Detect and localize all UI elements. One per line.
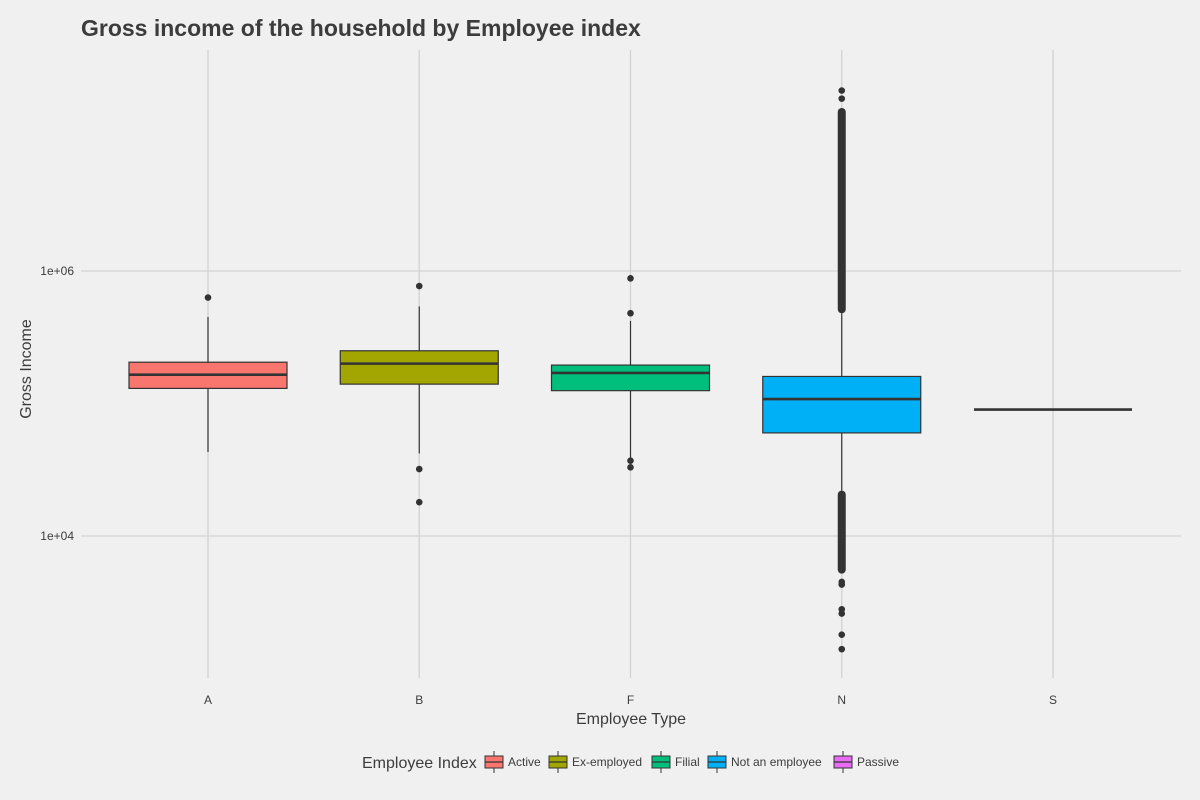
outlier-point bbox=[627, 463, 634, 471]
legend-item-ex-employed: Ex-employed bbox=[548, 751, 642, 773]
box bbox=[762, 375, 922, 434]
outlier-band bbox=[837, 490, 846, 574]
x-axis-title: Employee Type bbox=[576, 711, 686, 728]
outlier-point bbox=[627, 309, 634, 317]
y-tick-label: 1e+06 bbox=[40, 264, 74, 278]
legend-item-passive: Passive bbox=[833, 751, 899, 773]
legend-label: Ex-employed bbox=[572, 755, 642, 769]
outlier-point bbox=[838, 631, 846, 638]
legend-label: Filial bbox=[675, 755, 700, 769]
outlier-point bbox=[415, 498, 423, 506]
outlier-point bbox=[838, 87, 846, 94]
y-axis: 1e+04 1e+06 bbox=[40, 264, 74, 543]
legend-label: Not an employee bbox=[731, 755, 822, 769]
outlier-point bbox=[415, 282, 423, 290]
y-tick-label: 1e+04 bbox=[40, 529, 74, 543]
x-tick-label: B bbox=[415, 693, 423, 707]
box-group-a bbox=[128, 294, 288, 453]
box-group-f bbox=[550, 275, 711, 471]
y-axis-title: Gross Income bbox=[18, 319, 35, 419]
outlier-point bbox=[204, 294, 212, 301]
outlier-band bbox=[837, 107, 846, 314]
box bbox=[550, 364, 711, 392]
chart-title: Gross income of the household by Employe… bbox=[81, 15, 641, 41]
legend-label: Active bbox=[508, 755, 541, 769]
legend-label: Passive bbox=[857, 755, 899, 769]
outlier-point bbox=[838, 645, 846, 653]
outlier-point bbox=[838, 95, 846, 102]
x-tick-label: A bbox=[204, 693, 212, 707]
legend: Employee Index Active Ex-employed Filial Not… bbox=[362, 751, 899, 773]
outlier-point bbox=[627, 275, 634, 282]
plot-area bbox=[128, 87, 1132, 653]
legend-title: Employee Index bbox=[362, 755, 477, 772]
outlier-point bbox=[838, 578, 846, 586]
outlier-point bbox=[415, 465, 423, 473]
box-group-b bbox=[339, 282, 499, 506]
outlier-point bbox=[627, 457, 634, 465]
box bbox=[339, 350, 499, 385]
box-group-n bbox=[762, 87, 922, 653]
outlier-point bbox=[838, 610, 846, 617]
x-tick-label: S bbox=[1049, 693, 1057, 707]
x-tick-label: N bbox=[837, 693, 846, 707]
legend-item-active: Active bbox=[484, 751, 541, 773]
legend-item-filial: Filial bbox=[651, 751, 700, 773]
legend-item-not-an-employee: Not an employee bbox=[707, 751, 822, 773]
x-tick-label: F bbox=[627, 693, 634, 707]
